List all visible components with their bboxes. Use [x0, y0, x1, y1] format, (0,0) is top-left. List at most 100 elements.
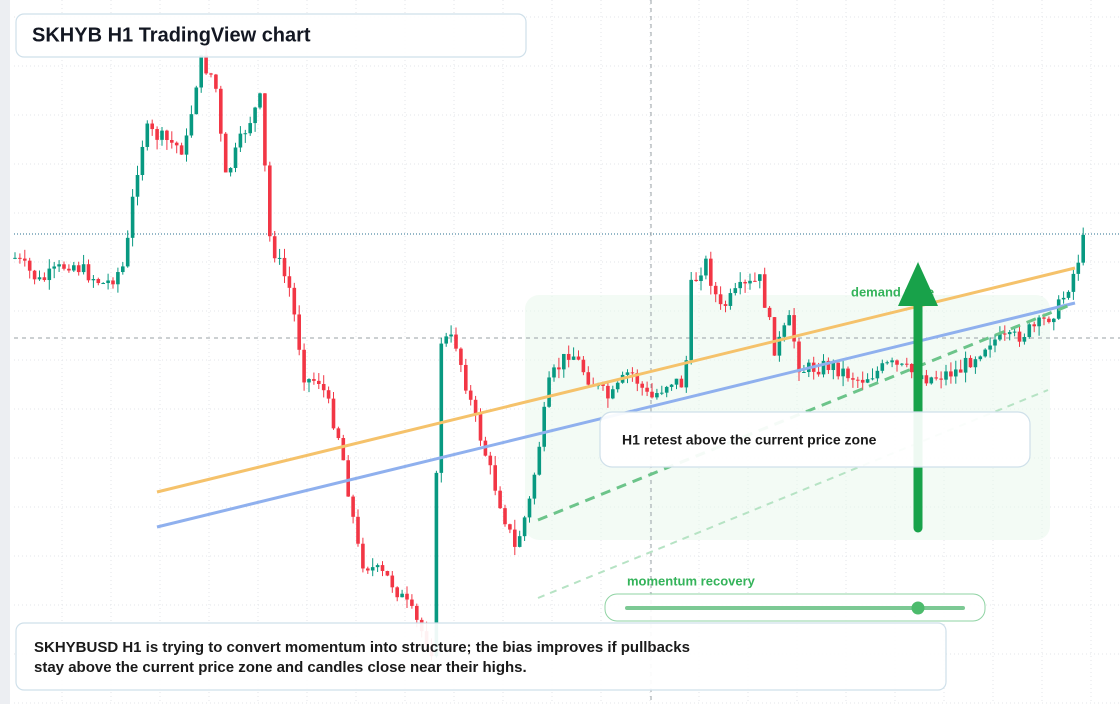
candle-body — [831, 362, 836, 371]
candle-body — [988, 345, 992, 350]
candle-body — [498, 490, 502, 509]
candle-body — [1076, 262, 1081, 274]
candle-body — [762, 274, 767, 308]
candle-body — [1017, 331, 1022, 342]
candle-body — [106, 280, 110, 284]
candle-body — [601, 384, 605, 386]
candle-body — [934, 377, 938, 379]
candle-body — [317, 380, 321, 385]
candle-body — [802, 372, 806, 374]
candle-body — [199, 54, 203, 88]
candle-body — [380, 565, 385, 572]
trendline-green — [537, 303, 1071, 522]
candle-body — [356, 516, 360, 544]
candle-body — [282, 257, 287, 277]
candle-body — [400, 593, 404, 598]
candle-body — [566, 353, 571, 360]
candle-body — [562, 353, 566, 370]
candle-body — [949, 371, 953, 377]
candle-body — [184, 135, 189, 155]
candle-body — [973, 359, 978, 368]
candle-body — [1047, 318, 1051, 323]
candle-body — [728, 293, 733, 306]
candle-body — [571, 356, 576, 360]
candle-body — [174, 142, 179, 146]
candle-body — [67, 268, 71, 271]
candle-body — [704, 258, 708, 276]
candle-body — [993, 339, 997, 346]
candle-body — [527, 498, 532, 518]
candle-body — [963, 357, 968, 373]
candle-body — [944, 371, 948, 380]
candle-body — [395, 587, 399, 598]
candle-body — [32, 270, 37, 280]
candle-body — [145, 123, 150, 147]
candle-body — [508, 524, 512, 530]
candle-body — [228, 167, 233, 173]
candle-body — [81, 264, 86, 273]
candle-body — [1027, 324, 1032, 338]
candle-body — [517, 536, 522, 547]
candle-body — [552, 367, 556, 378]
candle-body — [204, 54, 208, 74]
candle-body — [150, 123, 154, 130]
candle-body — [223, 133, 228, 173]
candle-body — [905, 363, 909, 365]
candle-body — [615, 382, 620, 390]
candle-body — [576, 356, 581, 360]
candle-body — [366, 568, 370, 571]
candle-body — [954, 369, 958, 377]
candle-body — [370, 567, 375, 571]
candle-body — [895, 360, 899, 365]
candle-body — [170, 140, 174, 143]
candle-body — [439, 343, 444, 473]
candle-body — [302, 349, 306, 383]
candle-body — [733, 288, 738, 294]
candle-body — [326, 390, 331, 399]
candle-body — [27, 260, 32, 271]
candle-body — [723, 304, 728, 306]
candle-body — [836, 362, 840, 377]
candle-body — [581, 359, 586, 373]
candle-body — [674, 378, 679, 385]
candle-body — [111, 280, 115, 285]
candle-body — [434, 472, 439, 657]
candle-body — [194, 87, 199, 115]
candle-body — [1061, 297, 1066, 300]
candle-body — [101, 283, 105, 285]
caption-box — [15, 622, 947, 691]
candle-body — [503, 508, 507, 525]
slider-knob[interactable] — [911, 601, 925, 615]
candle-body — [826, 360, 831, 371]
candle-body — [1037, 317, 1041, 327]
candle-body — [547, 377, 551, 407]
candle-body — [214, 74, 218, 89]
candle-body — [968, 357, 973, 368]
candle-body — [522, 517, 527, 537]
candle-body — [390, 575, 395, 588]
candle-body — [1081, 234, 1085, 263]
candle-body — [660, 392, 664, 394]
candle-body — [655, 393, 659, 398]
candle-body — [625, 372, 630, 375]
candle-body — [238, 133, 243, 148]
candle-body — [860, 379, 865, 383]
candle-body — [694, 279, 698, 282]
candle-body — [160, 130, 164, 140]
candle-body — [361, 543, 365, 569]
candle-body — [909, 363, 914, 373]
candle-body — [870, 378, 875, 380]
title-box — [15, 13, 527, 58]
candle-body — [929, 377, 934, 384]
candle-body — [493, 465, 497, 491]
candle-body — [341, 438, 346, 461]
candle-body — [263, 93, 267, 166]
candle-body — [679, 378, 684, 388]
candle-body — [336, 428, 341, 439]
candle-body — [630, 372, 635, 374]
candle-body — [86, 264, 91, 281]
candle-body — [856, 379, 860, 381]
candle-body — [753, 280, 757, 282]
candle-body — [233, 147, 238, 168]
candle-body — [1007, 332, 1012, 335]
